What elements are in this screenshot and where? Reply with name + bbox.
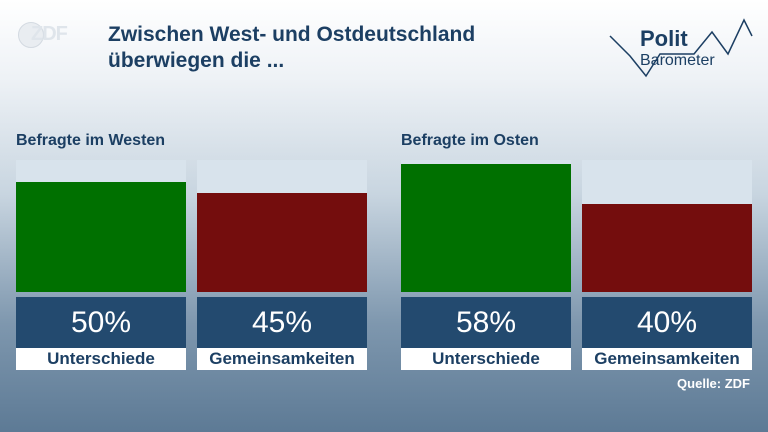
bar-track: [197, 160, 367, 292]
bar: [16, 182, 186, 292]
category-label: Gemeinsamkeiten: [197, 348, 367, 370]
value-label: 50%: [16, 297, 186, 348]
bar: [197, 193, 367, 292]
group-label: Befragte im Osten: [401, 132, 539, 149]
bar: [401, 164, 571, 292]
bar: [582, 204, 752, 292]
politbarometer-line1: Polit: [640, 26, 688, 51]
category-label: Unterschiede: [401, 348, 571, 370]
politbarometer-logo: Polit Barometer: [602, 14, 762, 84]
value-label: 58%: [401, 297, 571, 348]
bar-track: [401, 160, 571, 292]
zdf-logo-circle: [18, 22, 44, 48]
value-label: 40%: [582, 297, 752, 348]
politbarometer-line-icon: [609, 18, 753, 78]
category-label: Gemeinsamkeiten: [582, 348, 752, 370]
bar-track: [16, 160, 186, 292]
bar-track: [582, 160, 752, 292]
group-label: Befragte im Westen: [16, 132, 166, 149]
politbarometer-line2: Barometer: [640, 52, 715, 69]
value-label: 45%: [197, 297, 367, 348]
page-title: Zwischen West- und Ostdeutschland überwi…: [108, 23, 476, 72]
category-label: Unterschiede: [16, 348, 186, 370]
zdf-logo: ZDF: [18, 22, 80, 48]
source-note: Quelle: ZDF: [677, 376, 750, 391]
zdf-logo-text: ZDF: [31, 23, 68, 45]
